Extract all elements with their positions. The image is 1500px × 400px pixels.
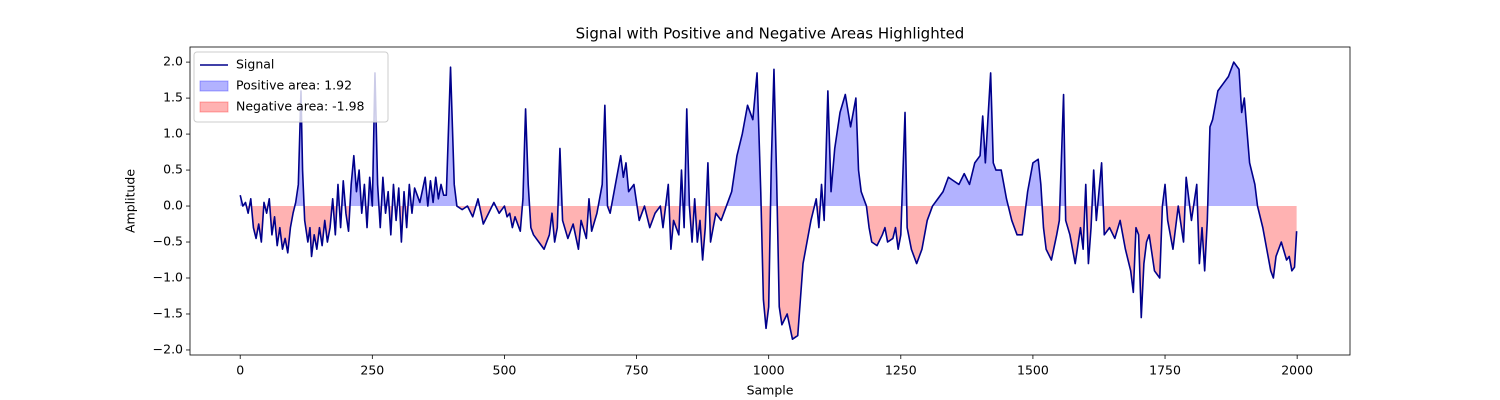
x-tick-label: 1750	[1149, 363, 1181, 378]
y-tick-label: −2.0	[153, 341, 183, 356]
y-axis-label: Amplitude	[123, 169, 138, 233]
legend-label: Negative area: -1.98	[236, 99, 365, 114]
area-fill	[240, 62, 1297, 207]
x-tick-label: 1000	[753, 363, 785, 378]
chart-title: Signal with Positive and Negative Areas …	[576, 25, 965, 43]
legend-box	[193, 51, 389, 123]
axes-frame	[189, 46, 1351, 356]
x-tick-label: 500	[493, 363, 517, 378]
legend-swatch	[199, 80, 229, 92]
y-tick-label: 0.0	[163, 198, 183, 213]
legend-swatch	[199, 101, 229, 113]
y-tick-label: −1.0	[153, 270, 183, 285]
y-tick-label: 0.5	[163, 162, 183, 177]
y-tick-label: 1.0	[163, 126, 183, 141]
x-tick-label: 1500	[1017, 363, 1049, 378]
y-tick-label: −0.5	[153, 234, 183, 249]
x-tick-label: 1250	[885, 363, 917, 378]
x-axis-label: Sample	[747, 383, 794, 398]
x-tick-label: 750	[625, 363, 649, 378]
x-tick-label: 2000	[1281, 363, 1313, 378]
y-tick-label: −1.5	[153, 305, 183, 320]
legend-label: Signal	[236, 57, 274, 72]
legend-label: Positive area: 1.92	[236, 78, 352, 93]
y-tick-label: 2.0	[163, 54, 183, 69]
x-tick-label: 250	[360, 363, 384, 378]
x-tick-label: 0	[236, 363, 244, 378]
signal-line	[239, 61, 1298, 340]
y-tick-label: 1.5	[163, 90, 183, 105]
